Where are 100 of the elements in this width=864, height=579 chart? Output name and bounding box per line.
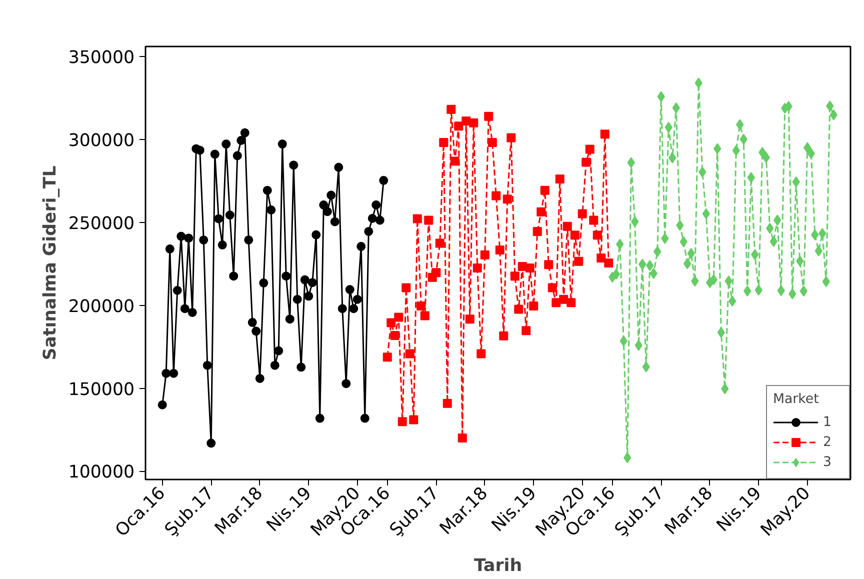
point <box>180 304 190 314</box>
point <box>319 200 328 210</box>
point <box>405 349 414 358</box>
point <box>488 138 497 148</box>
point <box>379 176 388 185</box>
x-axis-title: Tarih <box>474 556 522 576</box>
y-tick-label: 100000 <box>68 462 135 483</box>
point <box>409 415 418 424</box>
point <box>368 214 377 223</box>
point <box>308 278 317 288</box>
point <box>394 312 404 322</box>
y-tick-label: 350000 <box>68 48 135 68</box>
point <box>218 240 227 250</box>
point <box>172 286 182 295</box>
point <box>559 294 568 304</box>
point <box>476 349 486 358</box>
point <box>480 250 490 260</box>
point <box>252 326 261 336</box>
point <box>416 301 426 310</box>
point <box>375 216 384 225</box>
point <box>574 256 584 266</box>
point <box>322 207 332 216</box>
point <box>390 331 400 340</box>
point <box>248 318 257 327</box>
point <box>285 314 294 324</box>
point <box>300 275 310 284</box>
point <box>536 207 546 216</box>
point <box>334 162 344 172</box>
point <box>566 298 576 308</box>
point <box>446 104 456 114</box>
point <box>492 191 501 200</box>
point <box>372 200 381 210</box>
point <box>292 294 302 304</box>
legend-label: 2 <box>823 434 832 450</box>
point <box>514 304 524 314</box>
legend-title: Market <box>773 392 820 407</box>
legend-label: 3 <box>823 454 832 470</box>
y-axis-title: Satınalma Gideri_TL <box>40 166 60 360</box>
point <box>274 346 284 356</box>
point <box>199 235 208 244</box>
point <box>424 216 434 225</box>
y-tick-label: 300000 <box>68 130 135 151</box>
point <box>398 417 407 426</box>
point <box>582 158 591 167</box>
point <box>282 272 291 281</box>
point <box>382 352 392 362</box>
point <box>544 260 554 270</box>
point <box>465 314 474 324</box>
point <box>412 214 422 224</box>
legend-label: 1 <box>823 414 832 430</box>
point <box>240 128 250 138</box>
point <box>472 263 482 272</box>
point <box>439 138 448 148</box>
point <box>206 438 216 448</box>
point <box>442 398 452 408</box>
point <box>585 144 594 154</box>
point <box>356 242 366 251</box>
point <box>232 151 242 160</box>
point <box>552 298 561 308</box>
point <box>162 368 171 378</box>
point <box>188 308 197 317</box>
point <box>578 209 587 218</box>
point <box>158 400 167 410</box>
point <box>330 217 340 226</box>
point <box>304 292 314 301</box>
point <box>262 186 272 195</box>
point <box>555 174 564 184</box>
point <box>338 304 347 314</box>
point <box>499 331 508 340</box>
point <box>596 254 606 263</box>
point <box>326 190 336 200</box>
point <box>532 226 542 236</box>
point <box>570 230 580 240</box>
point <box>510 272 520 281</box>
point <box>360 414 370 423</box>
y-tick-label: 250000 <box>68 214 135 234</box>
point <box>176 232 186 241</box>
point <box>562 222 572 231</box>
point <box>600 130 610 139</box>
point <box>315 414 324 423</box>
point <box>165 244 174 254</box>
point <box>506 133 516 142</box>
point <box>420 311 430 320</box>
point <box>342 379 351 388</box>
point <box>236 136 246 145</box>
point <box>540 186 550 195</box>
point <box>345 285 354 294</box>
point <box>589 216 598 225</box>
point <box>229 272 238 281</box>
point <box>244 235 254 244</box>
point <box>450 156 460 166</box>
point <box>289 160 298 170</box>
point <box>270 360 280 370</box>
point <box>525 263 534 272</box>
point <box>296 362 306 372</box>
point <box>592 230 602 240</box>
point <box>266 205 276 214</box>
point <box>169 368 178 378</box>
point <box>364 226 374 236</box>
point <box>225 210 234 220</box>
